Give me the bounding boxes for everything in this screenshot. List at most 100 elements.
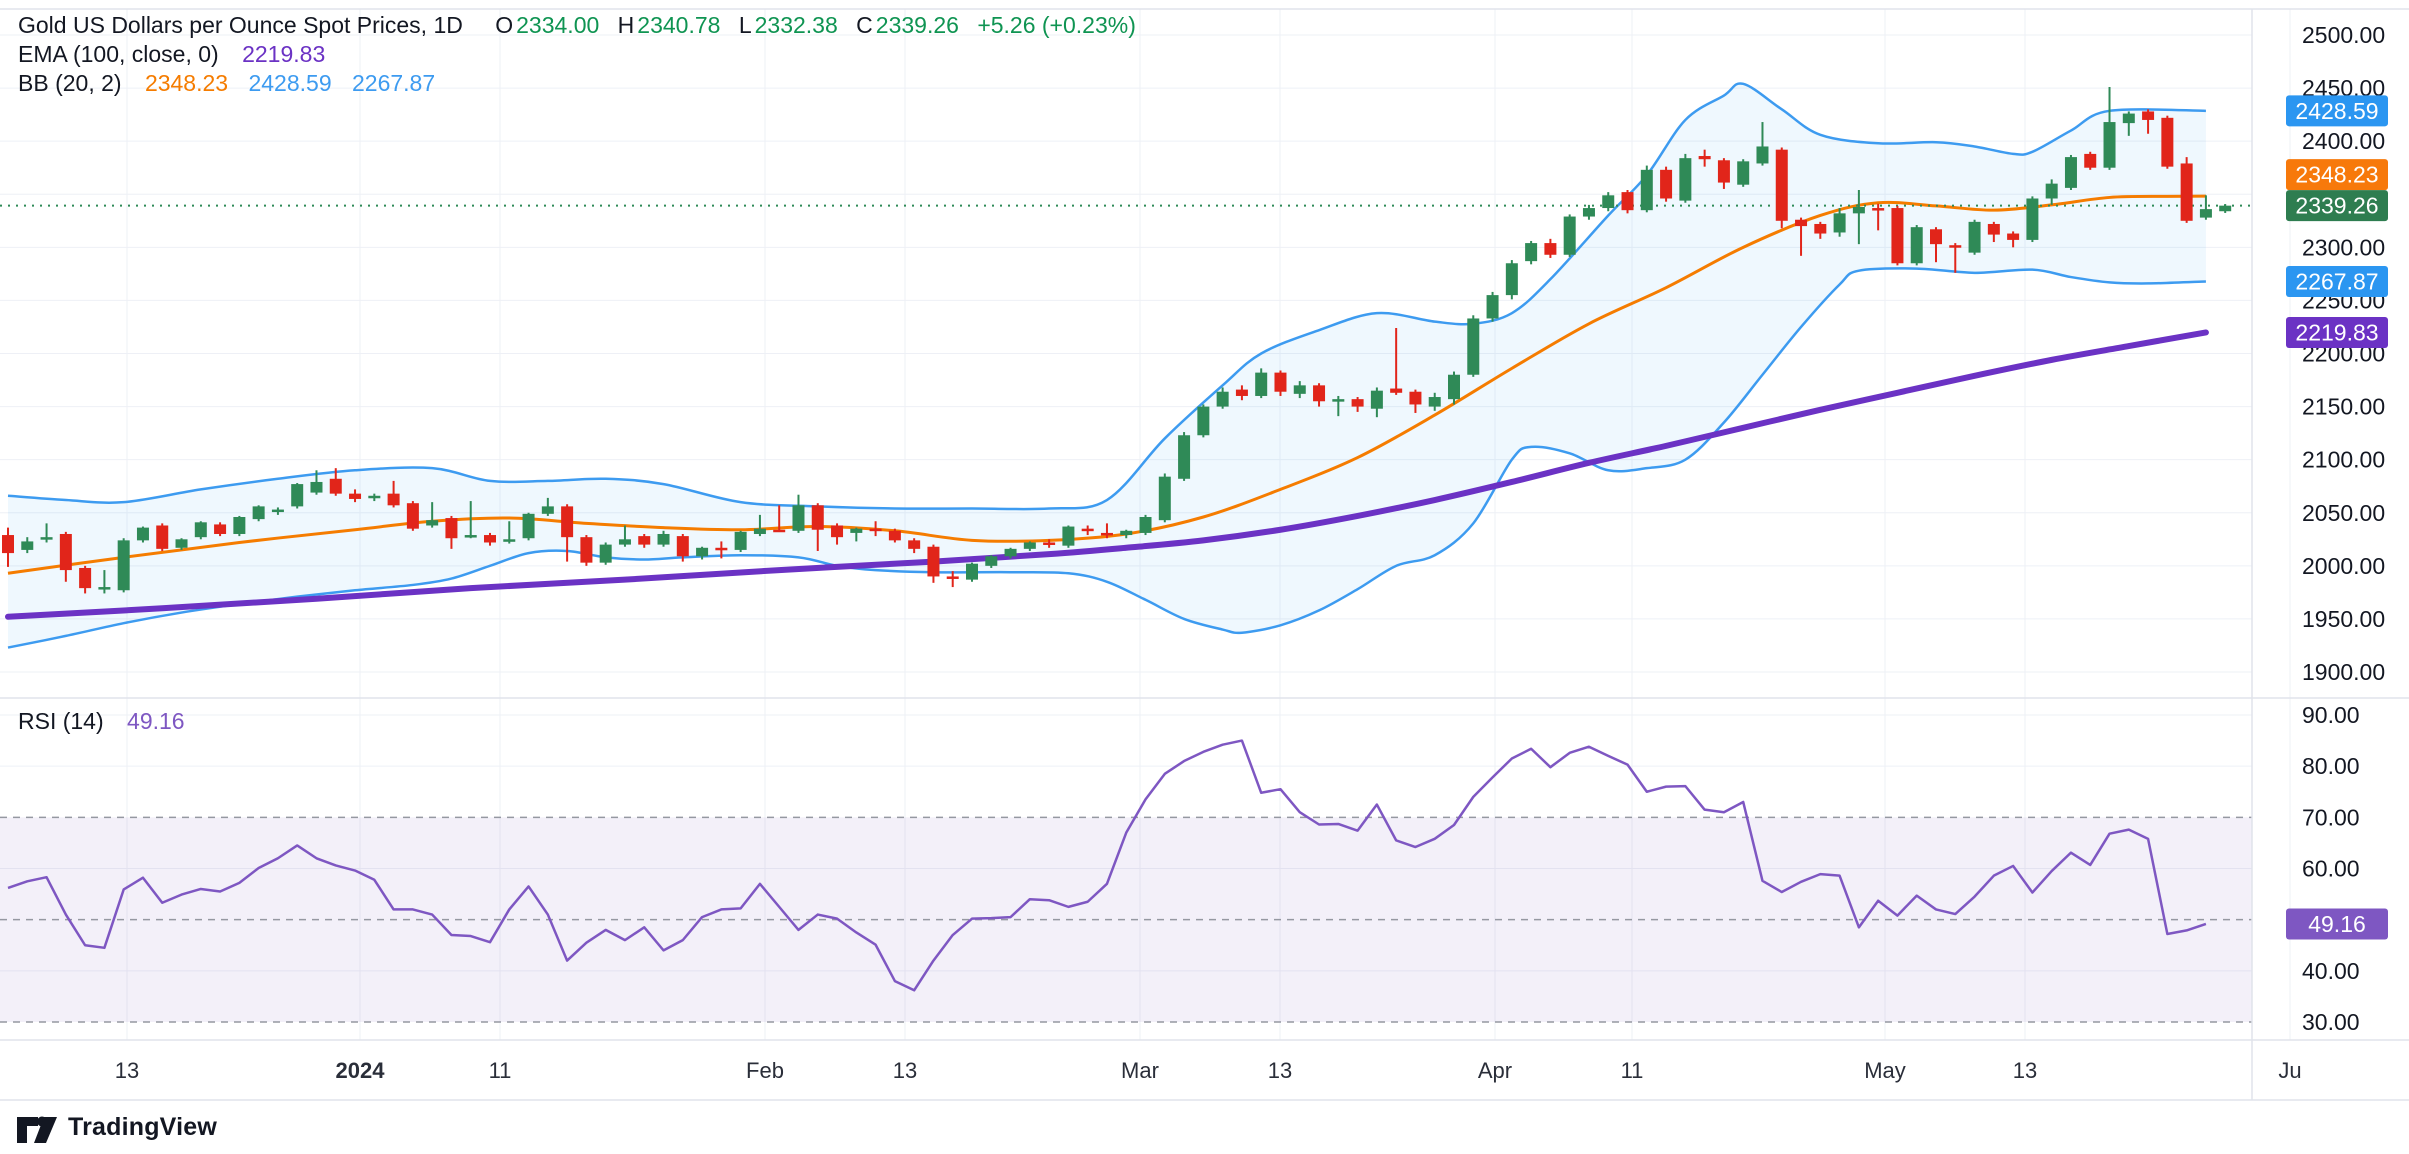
candle: [194, 522, 207, 538]
bb-basis-value: 2348.23: [144, 70, 229, 96]
footer: TradingView: [16, 1110, 217, 1144]
candle: [1544, 243, 1557, 255]
tradingview-brand[interactable]: TradingView: [68, 1112, 218, 1141]
candle: [156, 525, 169, 549]
price-badge: 2348.23: [2286, 159, 2388, 191]
candle: [464, 535, 477, 538]
rsi-legend-row: RSI (14) 49.16: [18, 708, 185, 734]
time-tick-label: May: [1864, 1058, 1906, 1083]
time-scale[interactable]: 13 2024 11 Feb 13 Mar 13 Apr 11 May 13 Ju: [115, 1058, 2302, 1083]
candle: [445, 518, 458, 539]
candle: [638, 536, 651, 545]
candle: [1949, 245, 1962, 248]
main-legend: Gold US Dollars per Ounce Spot Prices, 1…: [18, 12, 1136, 99]
time-tick-label: Mar: [1121, 1058, 1159, 1083]
candle: [271, 509, 284, 513]
candle: [1158, 476, 1171, 521]
rsi-tick-label: 80.00: [2302, 753, 2360, 779]
high-value: 2340.78: [637, 12, 721, 38]
candle: [2, 535, 14, 554]
candle: [792, 505, 805, 531]
rsi-legend[interactable]: RSI (14) 49.16: [18, 708, 185, 737]
time-tick-label: 11: [1621, 1058, 1644, 1083]
candle: [2161, 117, 2174, 167]
bb-basis-line: [7, 194, 2206, 575]
time-tick-label: 13: [1268, 1058, 1292, 1083]
grid: [0, 9, 2291, 1040]
bb-legend-row[interactable]: BB (20, 2) 2348.23 2428.59 2267.87: [18, 70, 1136, 96]
candle: [175, 539, 188, 548]
candle: [811, 505, 824, 530]
svg-text:2267.87: 2267.87: [2295, 268, 2378, 294]
rsi-tick-label: 90.00: [2302, 702, 2360, 728]
ema-value: 2219.83: [242, 41, 326, 67]
candle: [1004, 548, 1017, 557]
candle: [715, 547, 728, 551]
candle: [580, 537, 593, 563]
candle: [98, 587, 111, 590]
bb-lower-line: [7, 267, 2206, 649]
candle: [59, 533, 72, 571]
candle: [2180, 163, 2193, 221]
candle: [1351, 399, 1364, 407]
candle: [2142, 111, 2155, 120]
rsi-value: 49.16: [127, 708, 185, 734]
candle: [2084, 153, 2097, 168]
time-tick-label: Apr: [1478, 1058, 1512, 1083]
bb-lower-value: 2267.87: [352, 70, 436, 96]
candle: [484, 535, 496, 543]
candle: [349, 493, 362, 499]
ema-legend-row[interactable]: EMA (100, close, 0) 2219.83: [18, 41, 1136, 67]
candle: [1756, 146, 1769, 164]
candle: [1332, 399, 1345, 402]
candle: [946, 576, 959, 579]
rsi-title: RSI (14): [18, 708, 104, 734]
candle: [291, 484, 304, 507]
time-tick-label: 13: [2013, 1058, 2037, 1083]
candle: [136, 527, 149, 541]
price-tick-label: 1900.00: [2302, 659, 2385, 685]
time-tick-label: 13: [893, 1058, 917, 1083]
symbol-legend-row[interactable]: Gold US Dollars per Ounce Spot Prices, 1…: [18, 12, 1136, 38]
tradingview-logo-icon[interactable]: [16, 1110, 58, 1144]
candle: [1023, 542, 1036, 549]
candle: [406, 503, 419, 529]
candle: [1081, 528, 1094, 532]
price-tick-label: 1950.00: [2302, 606, 2385, 632]
candle: [329, 478, 342, 494]
candle: [1621, 192, 1634, 211]
candle: [1370, 390, 1383, 409]
price-tick-label: 2100.00: [2302, 447, 2385, 473]
time-tick-label: Feb: [746, 1058, 784, 1083]
candle: [21, 541, 34, 550]
candle: [1795, 219, 1808, 227]
candle: [1235, 389, 1248, 396]
candle: [753, 528, 766, 534]
price-badge: 49.16: [2286, 908, 2388, 940]
open-value: 2334.00: [516, 12, 600, 38]
candle: [2045, 183, 2058, 199]
price-tick-label: 2000.00: [2302, 553, 2385, 579]
price-tick-label: 2400.00: [2302, 128, 2385, 154]
time-tick-label: Ju: [2278, 1058, 2301, 1083]
candle: [541, 506, 554, 514]
ema-line: [5, 329, 2209, 620]
candle: [1968, 221, 1981, 253]
candle: [1660, 169, 1673, 199]
candle: [2122, 113, 2135, 124]
rsi-pane[interactable]: [0, 739, 2252, 1023]
svg-text:2339.26: 2339.26: [2295, 193, 2378, 219]
candle: [773, 529, 786, 533]
symbol-title: Gold US Dollars per Ounce Spot Prices, 1…: [18, 12, 463, 38]
candle: [657, 533, 670, 545]
price-pane[interactable]: [0, 82, 2252, 649]
svg-text:2428.59: 2428.59: [2295, 98, 2378, 124]
candle: [734, 531, 747, 550]
candle: [1505, 263, 1518, 296]
price-scale[interactable]: 2500.002450.002400.002300.002250.002200.…: [2302, 22, 2385, 1035]
candle: [1698, 156, 1711, 160]
svg-text:2219.83: 2219.83: [2295, 319, 2378, 345]
time-tick-label: 2024: [336, 1058, 386, 1083]
price-tick-label: 2300.00: [2302, 234, 2385, 260]
